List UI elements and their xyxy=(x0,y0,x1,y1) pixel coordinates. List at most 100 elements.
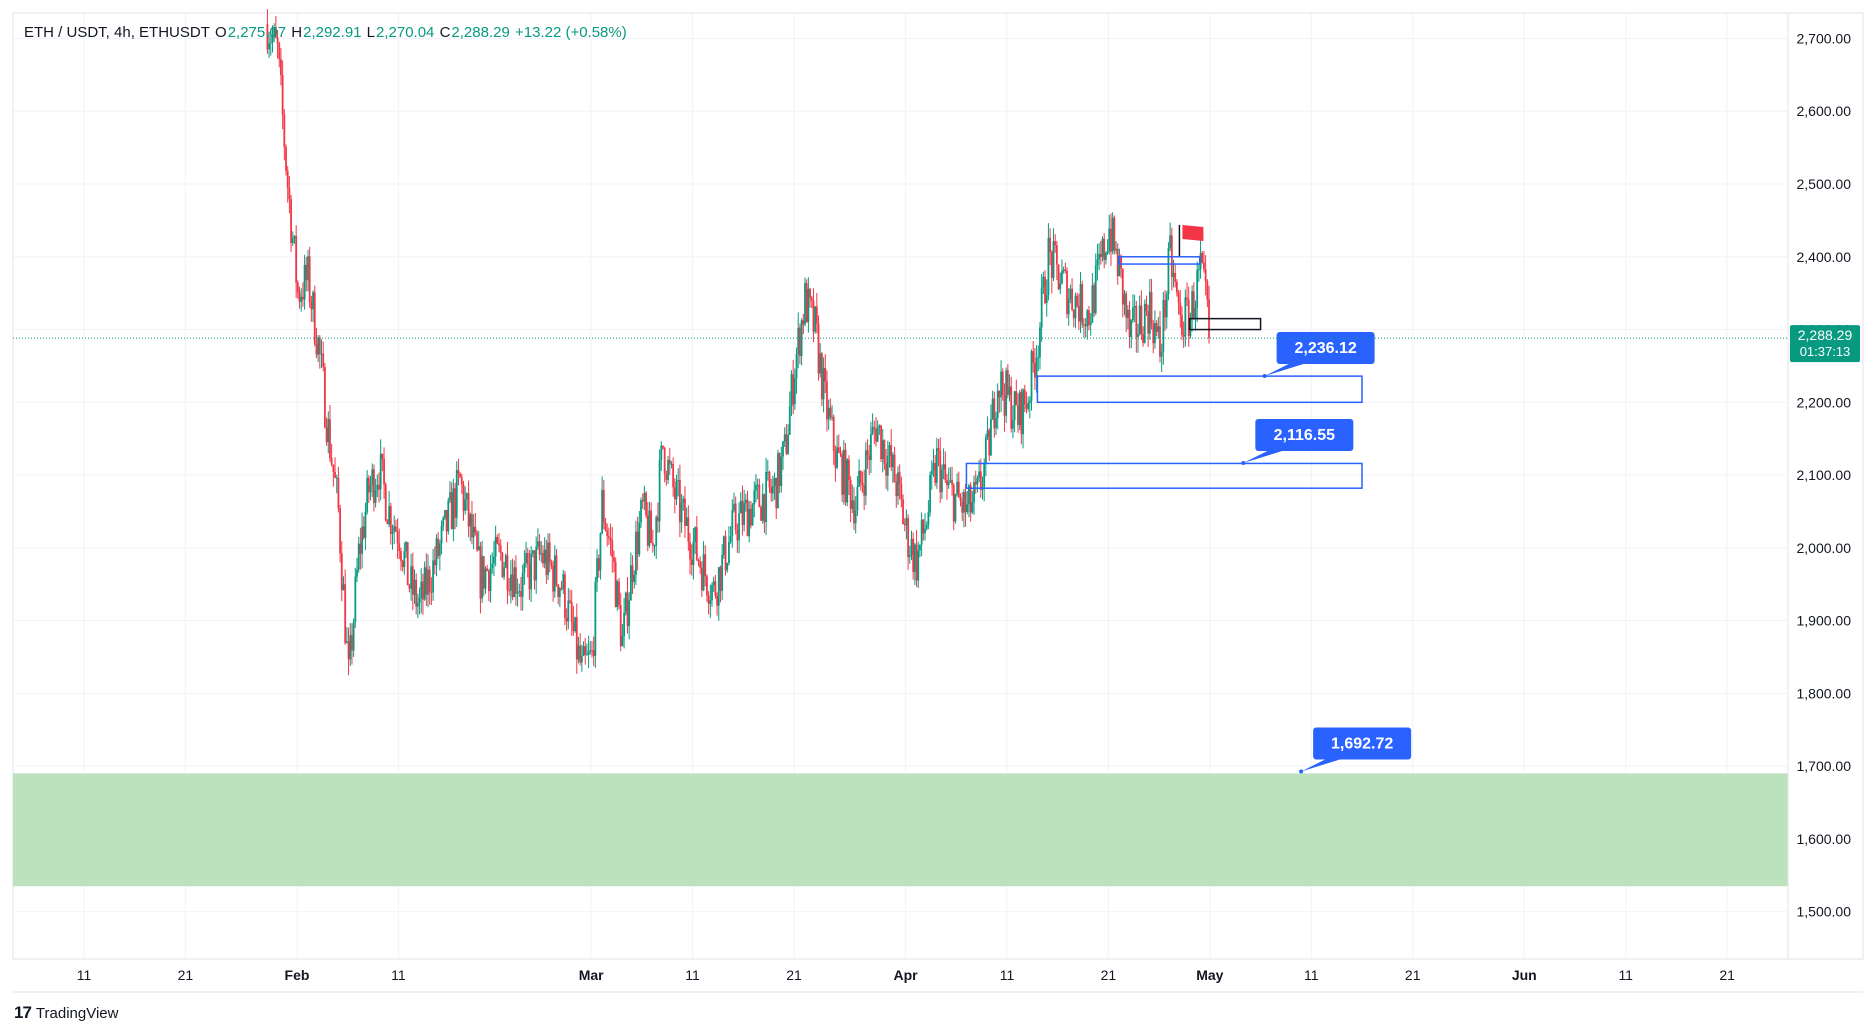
candle-body xyxy=(411,566,414,595)
candle-body xyxy=(308,256,311,303)
candle-body xyxy=(1150,292,1153,324)
drawings[interactable]: 2,236.12 2,116.55 1,692.72 xyxy=(965,224,1412,774)
tradingview-logo-icon: 17 xyxy=(14,1003,32,1022)
candle-body xyxy=(1096,259,1099,266)
callout-pointer xyxy=(1243,450,1286,464)
candle-body xyxy=(731,510,734,537)
candle-body xyxy=(861,483,864,486)
candle-body xyxy=(269,42,272,44)
symbol-title[interactable]: ETH / USDT, 4h, ETHUSDT xyxy=(24,24,210,41)
candle-body xyxy=(391,531,394,534)
candle-body xyxy=(817,323,820,374)
candle-body xyxy=(481,556,484,599)
candle-body xyxy=(974,481,977,485)
candle-body xyxy=(848,459,850,480)
candle-body xyxy=(832,416,835,452)
candle-body xyxy=(423,567,426,600)
candle-body xyxy=(956,481,959,494)
candle-body xyxy=(476,532,478,551)
candle-body xyxy=(913,544,916,572)
candle-body xyxy=(1110,228,1112,252)
callout-pointer xyxy=(1264,363,1307,377)
candle-body xyxy=(337,477,340,509)
candle-body xyxy=(707,595,710,604)
candle-body xyxy=(868,455,871,460)
candle-body xyxy=(352,622,355,651)
candle-body xyxy=(1197,269,1200,271)
candle-body xyxy=(998,390,1001,398)
candle-body xyxy=(907,518,910,558)
candle-body xyxy=(1132,307,1134,321)
x-tick-label: Jun xyxy=(1512,967,1537,983)
candle-body xyxy=(793,378,796,405)
candle-body xyxy=(1103,238,1106,260)
candle-body xyxy=(1062,269,1065,271)
candle-body xyxy=(570,601,573,622)
candle-body xyxy=(388,506,391,525)
callout-box[interactable] xyxy=(1276,332,1375,365)
candle-body xyxy=(1086,310,1089,327)
candle-body xyxy=(427,569,429,595)
candle-body xyxy=(548,542,551,563)
candle-body xyxy=(452,488,455,530)
candle-body xyxy=(849,479,852,509)
candle-body xyxy=(266,23,269,50)
candle-body xyxy=(792,374,795,405)
candle-body xyxy=(440,525,443,544)
candle-body xyxy=(1192,291,1195,319)
candle-body xyxy=(932,462,935,471)
x-tick-label: 21 xyxy=(1405,967,1421,983)
candle-body xyxy=(942,464,945,470)
tradingview-brand[interactable]: 17 TradingView xyxy=(14,1003,118,1023)
candle-body xyxy=(357,543,360,570)
x-axis[interactable]: 11 21 Feb 11 Mar 11 21 Apr 11 21 May 11 21 Jun 11 21 xyxy=(13,958,1863,993)
candle-body xyxy=(1028,400,1031,403)
callout-box[interactable] xyxy=(1313,727,1412,760)
candle-body xyxy=(521,572,524,597)
candle-body xyxy=(364,511,367,538)
candle-body xyxy=(1115,248,1117,251)
marker-box[interactable] xyxy=(1188,317,1262,331)
candle-body xyxy=(504,555,507,568)
zone-box[interactable] xyxy=(965,462,1363,489)
candle-body xyxy=(912,538,915,572)
candle-body xyxy=(626,592,629,626)
candle-body xyxy=(785,434,788,454)
candle-body xyxy=(1206,281,1209,300)
zone-box[interactable] xyxy=(1036,375,1363,404)
candle-body xyxy=(1030,351,1033,401)
candle-body xyxy=(864,450,867,496)
candle-body xyxy=(283,114,286,147)
candle-body xyxy=(494,537,497,557)
candle-body xyxy=(1049,237,1052,253)
candle-body xyxy=(628,600,631,626)
candle-body xyxy=(489,567,492,592)
candle-body xyxy=(418,597,421,603)
candle-body xyxy=(795,354,798,379)
callout-box[interactable] xyxy=(1255,419,1354,452)
high-value: 2,292.91 xyxy=(303,24,362,41)
candle-body xyxy=(469,514,472,527)
candle-body xyxy=(389,506,392,534)
candle-body xyxy=(1098,253,1101,260)
candle-body xyxy=(422,581,424,600)
candle-body xyxy=(919,544,921,551)
candle-body xyxy=(900,483,903,500)
candle-body xyxy=(947,481,950,486)
open-value: 2,275.07 xyxy=(227,24,287,41)
candle-body xyxy=(567,600,570,622)
candle-body xyxy=(550,562,553,567)
y-axis[interactable]: 1,500.00 1,600.00 1,700.00 1,800.00 1,900.00… xyxy=(1787,13,1851,959)
candle-body xyxy=(689,541,691,560)
candle-body xyxy=(1147,311,1150,334)
candle-body xyxy=(1125,293,1128,318)
candle-body xyxy=(1052,241,1055,278)
candle-body xyxy=(937,448,940,451)
support-zone[interactable] xyxy=(13,773,1788,887)
candle-body xyxy=(560,588,563,590)
candle-body xyxy=(479,546,482,599)
candle-body xyxy=(535,546,538,581)
marker-box[interactable] xyxy=(1117,256,1201,265)
candle-body xyxy=(878,425,881,428)
